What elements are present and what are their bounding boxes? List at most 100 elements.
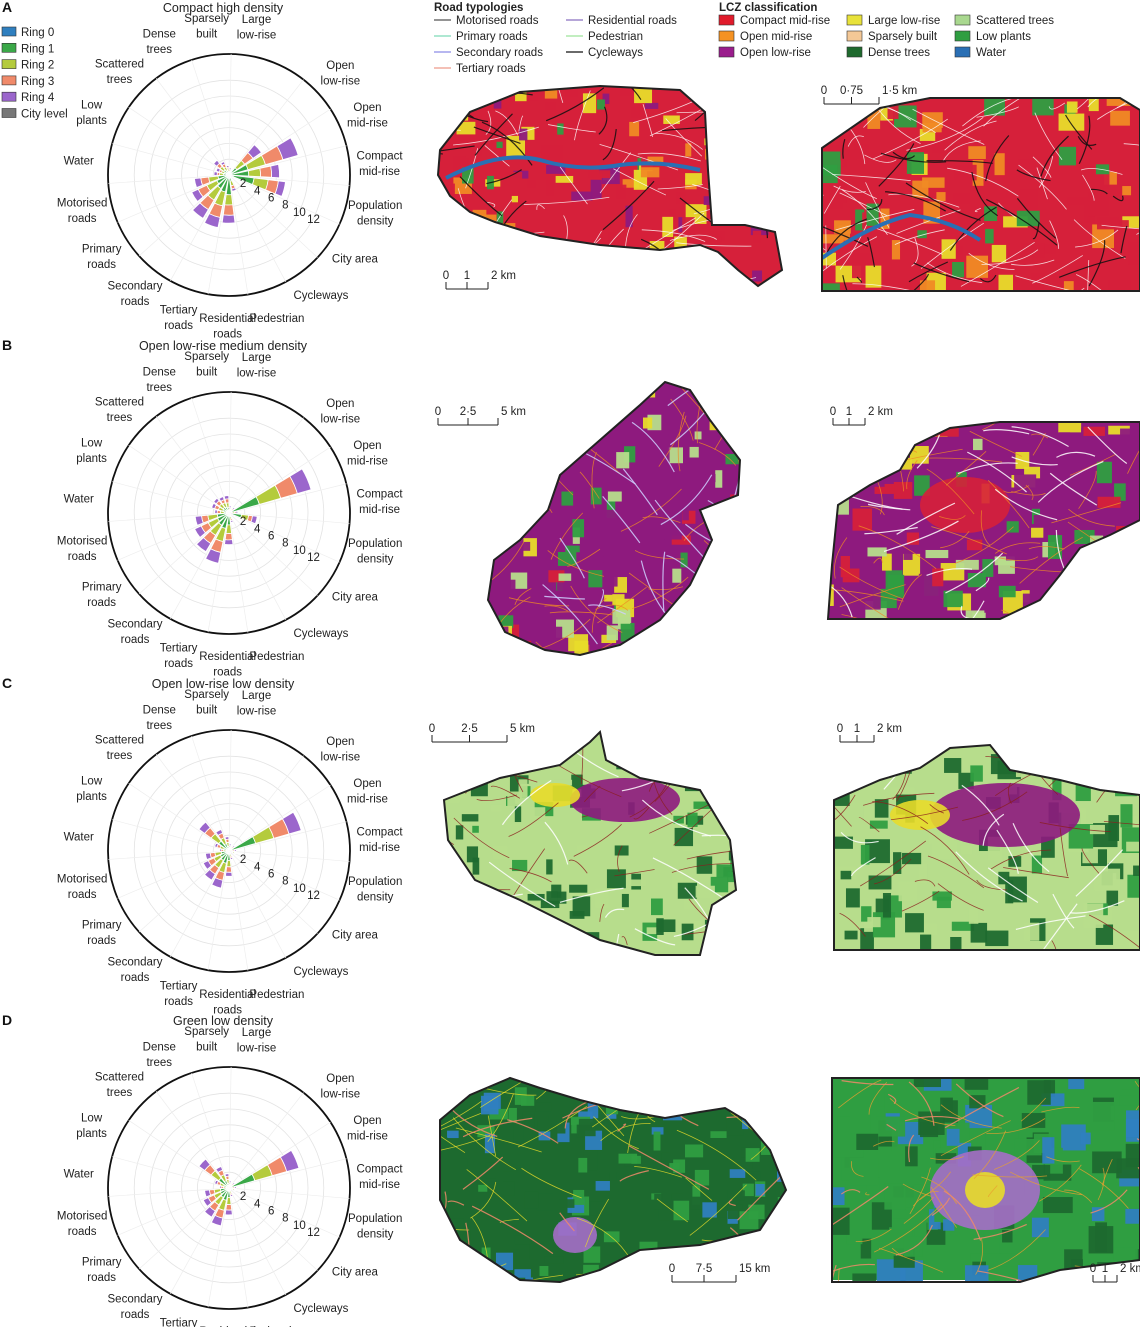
land-patch (598, 166, 619, 174)
variable-label: roads (68, 213, 97, 225)
grid-circle (149, 771, 309, 931)
land-patch (685, 143, 692, 157)
land-patch (760, 157, 776, 177)
road-line (1041, 1106, 1080, 1113)
land-patch (973, 438, 983, 451)
grid-spoke (228, 145, 347, 176)
road-line (1019, 536, 1083, 584)
land-patch (985, 228, 994, 244)
variable-label: density (357, 892, 394, 904)
road-line (828, 534, 832, 558)
land-patch (1128, 242, 1140, 265)
land-patch (703, 752, 720, 761)
bar-segment (224, 871, 233, 877)
land-patch (682, 501, 689, 521)
land-patch (582, 93, 597, 114)
land-patch (663, 271, 675, 285)
land-patch (689, 446, 699, 458)
land-patch (725, 453, 740, 465)
variable-label: Primary (82, 919, 122, 931)
grid-circle (165, 449, 293, 577)
road-line (1015, 915, 1086, 931)
road-line (438, 128, 461, 132)
road-line (1101, 1159, 1113, 1186)
map-d-zoom (831, 1077, 1140, 1283)
variable-label: Open (326, 398, 354, 410)
land-patch (455, 825, 464, 840)
land-patch (702, 1202, 717, 1218)
road-line (1075, 849, 1124, 897)
road-line (944, 1086, 1020, 1129)
land-patch (640, 167, 660, 178)
land-patch (1014, 1138, 1042, 1156)
radial-tick-label: 10 (293, 1220, 306, 1232)
land-patch (565, 246, 583, 263)
road-line (1011, 456, 1058, 466)
road-line (874, 858, 912, 885)
land-patch (1121, 1078, 1134, 1090)
variable-label: Compact (357, 150, 404, 162)
variable-label: Low (81, 1113, 103, 1125)
variable-label: roads (213, 667, 242, 679)
scale-bar-label: 0 (837, 723, 843, 735)
road-line (863, 792, 935, 806)
map-a-zoom-content (822, 98, 1140, 291)
panel-letter: A (2, 0, 12, 15)
land-patch (860, 1238, 872, 1259)
variable-label: roads (213, 329, 242, 341)
land-patch (867, 547, 887, 557)
lcz-legend-swatch (718, 30, 735, 42)
road-line (823, 185, 841, 214)
grid-spoke (228, 512, 287, 621)
land-patch (497, 439, 509, 456)
land-patch (456, 1078, 475, 1087)
land-patch (982, 422, 1005, 432)
road-line (517, 444, 553, 514)
land-patch (872, 745, 893, 756)
variable-label: Secondary (108, 280, 163, 292)
radial-tick-label: 8 (282, 876, 288, 888)
land-patch (730, 517, 740, 533)
road-line (754, 109, 782, 128)
land-patch (578, 1118, 596, 1137)
road-line (717, 158, 782, 199)
land-patch (569, 911, 585, 919)
land-patch (514, 458, 535, 472)
scale-bar-label: 1 (1102, 1263, 1108, 1275)
grid-spoke (228, 108, 331, 176)
variable-label: City area (332, 591, 379, 603)
road-line (486, 201, 496, 208)
variable-label: Cycleways (293, 1303, 348, 1315)
road-line (1040, 135, 1069, 177)
bar-segment (221, 214, 236, 224)
land-patch (1120, 804, 1133, 828)
grid-circle (181, 803, 277, 899)
land-patch (583, 1246, 601, 1263)
road-line (865, 1192, 870, 1196)
land-patch (1083, 903, 1104, 928)
road-line (616, 1078, 661, 1090)
variable-label: Open (353, 440, 381, 452)
road-line (840, 1189, 861, 1195)
road-line (599, 152, 632, 194)
land-patch (616, 760, 631, 770)
land-patch (557, 123, 564, 135)
land-patch (706, 107, 716, 119)
grid-spoke (117, 512, 230, 561)
bar-segment (231, 187, 237, 192)
land-patch (941, 239, 956, 259)
road-line (564, 1101, 588, 1129)
land-patch (855, 209, 865, 231)
river (822, 212, 982, 260)
road-line (924, 457, 1003, 463)
grid-spoke (228, 417, 304, 514)
land-patch (630, 879, 646, 887)
land-patch (850, 1103, 871, 1134)
road-line (894, 229, 945, 245)
road-line (838, 1268, 842, 1282)
ring-legend: Ring 0 Ring 1 Ring 2 Ring 3 Ring 4 City level (1, 26, 68, 121)
road-line (584, 1198, 609, 1247)
bar-segment (203, 213, 221, 229)
land-patch (879, 757, 901, 776)
grid-circle (165, 111, 293, 239)
